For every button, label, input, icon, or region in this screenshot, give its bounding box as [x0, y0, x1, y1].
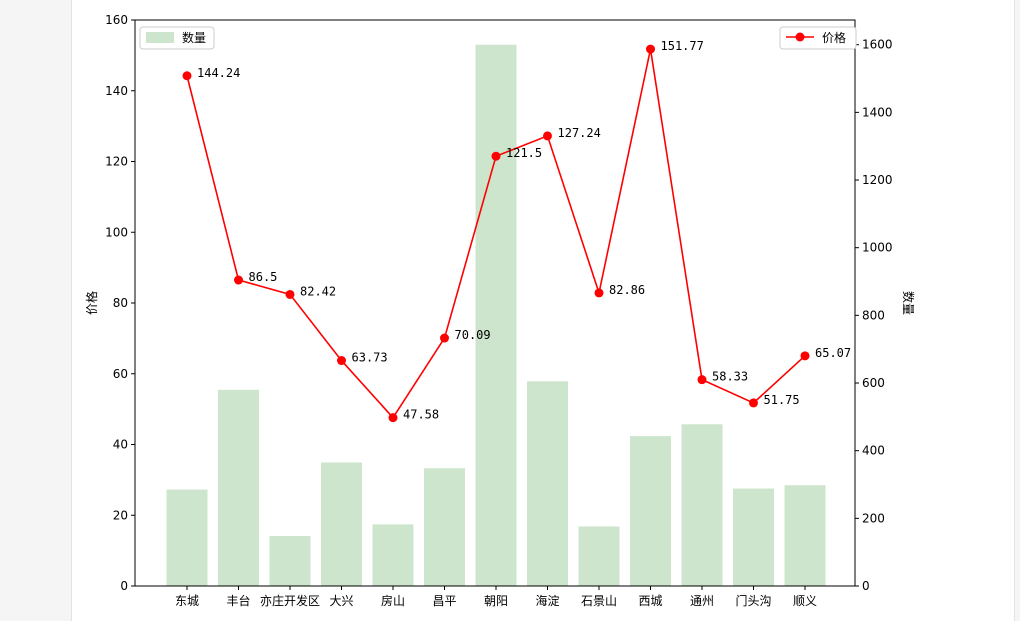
- x-tick-label: 昌平: [432, 594, 456, 608]
- bar-西城: [630, 436, 671, 586]
- price-point-朝阳: [491, 151, 501, 161]
- price-point-海淀: [543, 131, 552, 141]
- y-right-tick-label: 1400: [862, 105, 893, 119]
- x-tick-label: 朝阳: [484, 594, 508, 608]
- price-data-label: 121.5: [506, 146, 542, 160]
- plot-frame: [134, 19, 856, 587]
- y-left-tick-label: 80: [113, 296, 128, 310]
- price-point-顺义: [800, 351, 810, 361]
- bar-东城: [166, 489, 208, 586]
- y-right-tick-label: 1000: [862, 241, 893, 255]
- x-tick-label: 大兴: [329, 594, 353, 608]
- x-tick-label: 亦庄开发区: [260, 593, 320, 608]
- bar-海淀: [527, 381, 568, 586]
- price-point-昌平: [440, 333, 449, 343]
- price-data-label: 86.5: [249, 270, 278, 284]
- x-tick-label: 门头沟: [735, 593, 771, 608]
- legend-quantity: 数量: [139, 26, 215, 50]
- price-data-label: 65.07: [815, 346, 851, 360]
- y-left-tick-label: 40: [113, 438, 128, 452]
- price-point-石景山: [594, 288, 604, 298]
- y-left-tick-label: 120: [105, 155, 128, 169]
- price-data-label: 82.86: [609, 283, 645, 297]
- price-point-房山: [388, 413, 398, 423]
- legend-price: 价格: [779, 26, 857, 50]
- bar-大兴: [321, 462, 362, 586]
- x-tick-label: 东城: [175, 594, 199, 608]
- legend-bar-label: 数量: [182, 30, 206, 45]
- bar-丰台: [218, 389, 259, 586]
- x-tick-label: 通州: [690, 594, 714, 608]
- x-tick-label: 丰台: [226, 593, 250, 608]
- legend-bar-swatch: [146, 32, 174, 43]
- price-point-丰台: [234, 275, 243, 285]
- price-point-门头沟: [749, 398, 758, 408]
- y-right-tick-label: 400: [862, 444, 885, 458]
- y-right-tick-label: 800: [862, 308, 885, 322]
- x-tick-label: 石景山: [581, 594, 617, 608]
- price-point-东城: [182, 71, 192, 81]
- y-left-tick-label: 160: [105, 13, 128, 27]
- y-right-tick-label: 1200: [862, 173, 893, 187]
- price-point-通州: [697, 375, 707, 385]
- x-tick-label: 海淀: [535, 593, 559, 608]
- x-tick-label: 顺义: [793, 594, 817, 608]
- price-data-label: 151.77: [661, 39, 704, 53]
- y-axis-right-label: 数量: [901, 291, 916, 315]
- price-data-label: 127.24: [558, 126, 601, 140]
- legend-line-label: 价格: [822, 30, 846, 45]
- y-right-tick-label: 1600: [862, 38, 893, 52]
- right-edge-panel: [1014, 0, 1020, 621]
- y-left-tick-label: 0: [120, 579, 128, 593]
- price-data-label: 82.42: [300, 284, 336, 298]
- bar-昌平: [424, 468, 465, 586]
- y-right-tick-label: 200: [862, 511, 885, 525]
- price-data-label: 58.33: [712, 370, 748, 384]
- y-right-tick-label: 0: [862, 579, 870, 593]
- x-tick-label: 房山: [381, 593, 405, 608]
- left-gutter-panel: [0, 0, 72, 621]
- bar-顺义: [784, 485, 826, 586]
- y-left-tick-label: 60: [113, 367, 128, 381]
- price-data-label: 70.09: [455, 328, 491, 342]
- y-left-tick-label: 140: [105, 84, 128, 98]
- legend-line-marker: [795, 32, 805, 42]
- x-tick-label: 西城: [638, 594, 662, 608]
- bar-朝阳: [475, 44, 517, 586]
- y-right-tick-label: 600: [862, 376, 885, 390]
- y-left-tick-label: 20: [113, 508, 128, 522]
- legend-box: [779, 26, 857, 50]
- y-axis-left-label: 价格: [84, 291, 99, 315]
- bar-门头沟: [733, 488, 774, 586]
- bar-房山: [372, 524, 414, 586]
- price-point-亦庄开发区: [285, 289, 295, 299]
- price-data-label: 63.73: [352, 351, 388, 365]
- price-point-西城: [646, 44, 655, 54]
- bar-通州: [681, 424, 723, 586]
- bar-石景山: [578, 526, 620, 586]
- price-point-大兴: [337, 356, 346, 366]
- bar-亦庄开发区: [269, 535, 311, 586]
- price-data-label: 47.58: [403, 408, 439, 422]
- y-left-tick-label: 100: [105, 225, 128, 239]
- price-data-label: 51.75: [764, 393, 800, 407]
- price-data-label: 144.24: [197, 66, 240, 80]
